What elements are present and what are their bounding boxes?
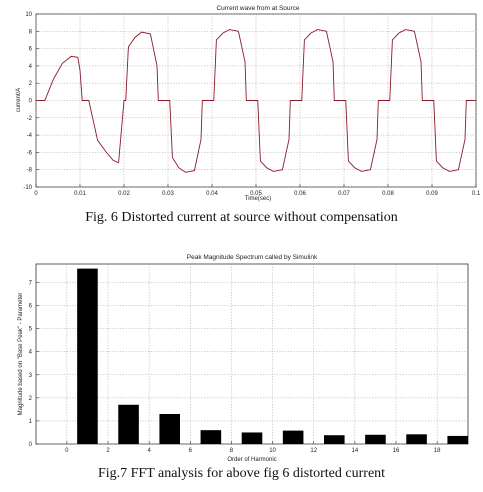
x-tick-label: 0.03 bbox=[162, 191, 174, 197]
x-tick-label: 0.06 bbox=[294, 191, 306, 197]
y-tick-label: 0 bbox=[29, 99, 33, 105]
y-tick-label: -4 bbox=[27, 133, 33, 139]
bar-harmonic-1 bbox=[77, 268, 98, 444]
x-tick-label: 16 bbox=[393, 448, 400, 454]
chart-title: Peak Magnitude Spectrum called by Simuli… bbox=[187, 254, 318, 261]
x-tick-label: 0 bbox=[34, 191, 38, 197]
y-tick-label: 4 bbox=[29, 350, 33, 356]
y-tick-label: -2 bbox=[27, 116, 33, 122]
line-chart-source-current: Current wave from at Source 0 0.01 0.02 0.0… bbox=[16, 5, 481, 202]
y-tick-label: 8 bbox=[29, 29, 33, 35]
y-tick-label: 1 bbox=[29, 419, 33, 425]
bar-harmonic-9 bbox=[241, 432, 263, 444]
x-tick-label: 0.04 bbox=[206, 191, 218, 197]
x-tick-label: 8 bbox=[230, 448, 234, 454]
bar-harmonic-7 bbox=[200, 430, 222, 444]
x-tick-label: 0 bbox=[65, 448, 69, 454]
grid bbox=[36, 264, 468, 445]
x-tick-label: 18 bbox=[434, 448, 441, 454]
x-tick-label: 12 bbox=[310, 448, 317, 454]
x-axis-label: Order of Harmonic bbox=[227, 457, 276, 463]
bar-harmonic-11 bbox=[282, 430, 304, 444]
x-tick-label: 0.05 bbox=[250, 191, 262, 197]
y-axis-label: current/A bbox=[16, 88, 22, 112]
x-tick-label: 0.08 bbox=[382, 191, 394, 197]
x-tick-label: 14 bbox=[352, 448, 359, 454]
x-tick-label: 0.1 bbox=[472, 191, 481, 197]
y-tick-label: -8 bbox=[27, 168, 33, 174]
bar-harmonic-5 bbox=[159, 414, 180, 444]
y-tick-label: 6 bbox=[29, 47, 33, 53]
x-tick-label: 0.02 bbox=[118, 191, 130, 197]
y-tick-label: 3 bbox=[29, 373, 33, 379]
bar-harmonic-15 bbox=[365, 434, 386, 444]
plot-frame bbox=[35, 263, 469, 445]
figure-6-caption: Fig. 6 Distorted current at source witho… bbox=[85, 210, 398, 225]
x-tick-label: 0.07 bbox=[338, 191, 350, 197]
y-axis-label: Magnitude based on "Base Peak" - Paramet… bbox=[18, 293, 24, 416]
y-tick-label: -10 bbox=[23, 185, 32, 191]
x-tick-label: 0.09 bbox=[426, 191, 438, 197]
series-line-current bbox=[36, 29, 476, 173]
y-tick-label: 5 bbox=[29, 327, 33, 333]
y-tick-label: 0 bbox=[29, 442, 33, 448]
y-tick-label: 6 bbox=[29, 304, 33, 310]
x-tick-label: 0.01 bbox=[74, 191, 86, 197]
bar-harmonic-17 bbox=[406, 434, 427, 444]
y-tick-label: 4 bbox=[29, 64, 33, 70]
chart-title: Current wave from at Source bbox=[216, 5, 299, 12]
y-tick-label: -6 bbox=[27, 150, 33, 156]
bar-harmonic-3 bbox=[118, 404, 139, 444]
grid bbox=[35, 13, 477, 188]
y-tick-label: 2 bbox=[29, 81, 33, 87]
y-tick-label: 10 bbox=[25, 12, 32, 18]
x-tick-label: 2 bbox=[106, 448, 110, 454]
y-tick-label: 7 bbox=[29, 280, 33, 286]
y-tick-label: 2 bbox=[29, 396, 33, 402]
bar-chart-harmonic-spectrum: Peak Magnitude Spectrum called by Simuli… bbox=[18, 254, 469, 463]
bar-harmonic-19 bbox=[447, 435, 468, 444]
ticks: 0 0.01 0.02 0.03 0.04 0.05 0.06 0.07 0.08 0.09 0.1… bbox=[23, 12, 481, 197]
x-tick-label: 10 bbox=[269, 448, 276, 454]
figure-7-caption: Fig.7 FFT analysis for above fig 6 disto… bbox=[97, 466, 386, 481]
x-tick-label: 4 bbox=[147, 448, 151, 454]
x-axis-label: Time(sec) bbox=[245, 196, 271, 202]
bar-harmonic-13 bbox=[324, 435, 345, 444]
bars bbox=[77, 268, 468, 444]
x-tick-label: 6 bbox=[189, 448, 193, 454]
